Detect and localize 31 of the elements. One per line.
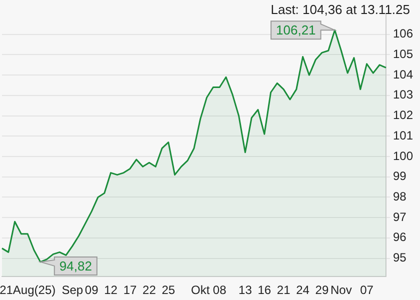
x-tick-label: 21Aug(25): [0, 283, 56, 298]
x-tick-label: 21: [276, 283, 291, 298]
x-tick-label: 13: [238, 283, 252, 298]
x-tick-label: 25: [162, 283, 176, 298]
annotation: Last: 104,36 at 13.11.25: [270, 2, 410, 18]
y-tick-label: 102: [392, 108, 414, 122]
x-tick-label: 29: [315, 283, 329, 298]
y-tick-label: 98: [392, 190, 407, 204]
y-tick-label: 104: [392, 67, 414, 82]
y-tick-label: 106: [392, 26, 414, 41]
x-tick-label: 07: [360, 283, 374, 298]
x-tick-label: 08: [212, 283, 227, 298]
y-tick-label: 95: [392, 250, 407, 265]
y-tick-label: 96: [392, 230, 407, 244]
annotation: 106,21: [276, 22, 316, 38]
annotation: 94,82: [59, 258, 92, 274]
y-tick-label: 97: [392, 210, 407, 224]
x-tick-label: 12: [104, 283, 118, 298]
x-tick-label: 09: [84, 283, 99, 298]
y-tick-label: 103: [392, 88, 414, 102]
y-tick-label: 100: [392, 148, 414, 163]
x-tick-label: 17: [123, 283, 137, 298]
y-tick-label: 101: [392, 128, 414, 142]
x-tick-label: Nov: [330, 283, 352, 298]
x-tick-label: 22: [142, 283, 156, 298]
y-tick-label: 105: [392, 47, 414, 62]
y-tick-label: 99: [392, 169, 407, 184]
x-tick-label: Okt: [191, 283, 210, 298]
x-tick-label: 16: [258, 283, 272, 298]
x-tick-label: 24: [296, 283, 310, 298]
x-tick-label: Sep: [62, 283, 84, 298]
